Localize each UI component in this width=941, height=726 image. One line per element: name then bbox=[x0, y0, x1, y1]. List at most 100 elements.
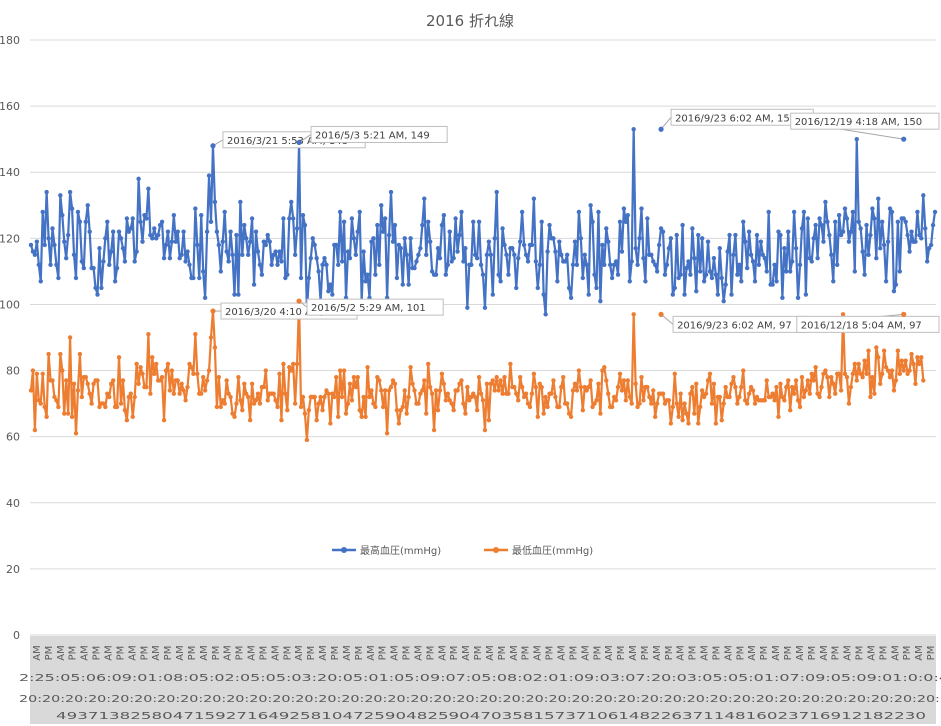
data-point bbox=[445, 262, 450, 267]
category-ampm-label: AM bbox=[866, 645, 877, 660]
data-point bbox=[322, 394, 327, 400]
data-point bbox=[120, 378, 126, 383]
legend-swatch-marker bbox=[341, 547, 347, 553]
data-point bbox=[852, 361, 857, 367]
data-point bbox=[559, 384, 564, 390]
category-ampm-label: AM bbox=[175, 645, 186, 660]
legend-item-systolic[interactable]: 最高血圧(mmHg) bbox=[332, 544, 441, 557]
data-point bbox=[780, 394, 785, 400]
category-ampm-label: AM bbox=[747, 645, 758, 660]
data-point bbox=[416, 252, 421, 258]
category-ampm-label: AM bbox=[485, 645, 496, 660]
data-point bbox=[525, 259, 531, 264]
data-point bbox=[557, 239, 562, 244]
data-point bbox=[510, 246, 515, 251]
data-point bbox=[482, 427, 488, 433]
data-point bbox=[795, 398, 801, 403]
data-point bbox=[245, 394, 251, 400]
legend-item-diastolic[interactable]: 最低血圧(mmHg) bbox=[484, 544, 593, 557]
data-point bbox=[159, 374, 165, 380]
data-point bbox=[465, 384, 470, 390]
data-point bbox=[357, 209, 362, 215]
data-point bbox=[879, 219, 885, 225]
data-point bbox=[244, 236, 249, 241]
data-point bbox=[799, 374, 805, 380]
data-point bbox=[621, 206, 627, 211]
data-point bbox=[870, 374, 875, 380]
legend-label: 最低血圧(mmHg) bbox=[512, 544, 593, 557]
data-point bbox=[764, 269, 769, 274]
data-point bbox=[631, 312, 636, 317]
data-point bbox=[539, 219, 544, 225]
category-axis: AM PM AM PM AM PM AM PM AM PM AM PM AM PM AM PM AM PM AM PM… bbox=[19, 636, 941, 724]
data-point bbox=[834, 262, 840, 267]
data-point bbox=[367, 394, 372, 400]
data-point bbox=[776, 414, 781, 420]
category-ampm-label: AM bbox=[437, 645, 448, 660]
category-ampm-label: AM bbox=[700, 645, 711, 660]
data-point bbox=[101, 259, 106, 264]
data-point bbox=[516, 398, 521, 403]
data-point bbox=[200, 374, 206, 380]
callout-point bbox=[658, 311, 664, 317]
data-point bbox=[846, 239, 852, 244]
data-point bbox=[615, 272, 621, 277]
data-point bbox=[431, 427, 437, 433]
data-point bbox=[529, 242, 535, 248]
category-ampm-label: AM bbox=[556, 645, 567, 660]
data-point bbox=[144, 384, 149, 390]
legend[interactable]: 最高血圧(mmHg) 最低血圧(mmHg) bbox=[332, 544, 593, 557]
data-point bbox=[654, 269, 660, 274]
data-point bbox=[915, 209, 920, 215]
callout-label: 2016/5/3 5:21 AM, 149 bbox=[315, 130, 430, 141]
data-point bbox=[42, 404, 47, 410]
data-point bbox=[699, 388, 705, 393]
data-point bbox=[823, 368, 828, 373]
data-point bbox=[134, 249, 139, 254]
category-ampm-label: AM bbox=[652, 645, 663, 660]
data-point bbox=[752, 279, 758, 284]
data-point bbox=[228, 229, 233, 234]
data-point bbox=[128, 226, 133, 231]
data-point bbox=[386, 388, 392, 393]
data-point bbox=[649, 401, 654, 406]
data-point bbox=[230, 411, 235, 416]
data-point bbox=[355, 374, 360, 380]
data-point bbox=[71, 252, 77, 258]
data-point bbox=[791, 209, 797, 215]
data-point bbox=[844, 374, 850, 380]
data-point bbox=[772, 398, 777, 403]
data-point bbox=[551, 236, 556, 241]
data-point bbox=[400, 404, 405, 410]
y-tick-label-60: 60 bbox=[6, 431, 20, 444]
data-point bbox=[594, 285, 599, 291]
data-point bbox=[85, 381, 90, 386]
series-line bbox=[29, 128, 937, 316]
data-point bbox=[596, 381, 601, 386]
data-point bbox=[514, 391, 519, 396]
data-point bbox=[457, 381, 462, 386]
category-ampm-label: PM bbox=[402, 646, 413, 661]
data-point bbox=[750, 259, 756, 264]
data-point bbox=[251, 401, 257, 406]
data-point bbox=[65, 232, 71, 238]
category-ampm-label: AM bbox=[127, 645, 138, 660]
data-point bbox=[249, 381, 255, 386]
category-ampm-label: AM bbox=[32, 645, 43, 660]
y-tick-label-0: 0 bbox=[13, 629, 20, 642]
data-point bbox=[660, 391, 666, 396]
data-point bbox=[75, 209, 81, 215]
data-point bbox=[361, 394, 366, 400]
data-point bbox=[185, 384, 190, 390]
data-point bbox=[645, 216, 650, 221]
data-point bbox=[189, 365, 194, 370]
data-point bbox=[545, 404, 550, 410]
data-point bbox=[629, 401, 634, 406]
data-point bbox=[202, 295, 208, 301]
data-point bbox=[355, 229, 360, 234]
data-point bbox=[353, 384, 359, 390]
data-point bbox=[83, 219, 88, 225]
data-point bbox=[28, 388, 34, 393]
data-point bbox=[676, 275, 681, 281]
data-point bbox=[514, 285, 519, 291]
